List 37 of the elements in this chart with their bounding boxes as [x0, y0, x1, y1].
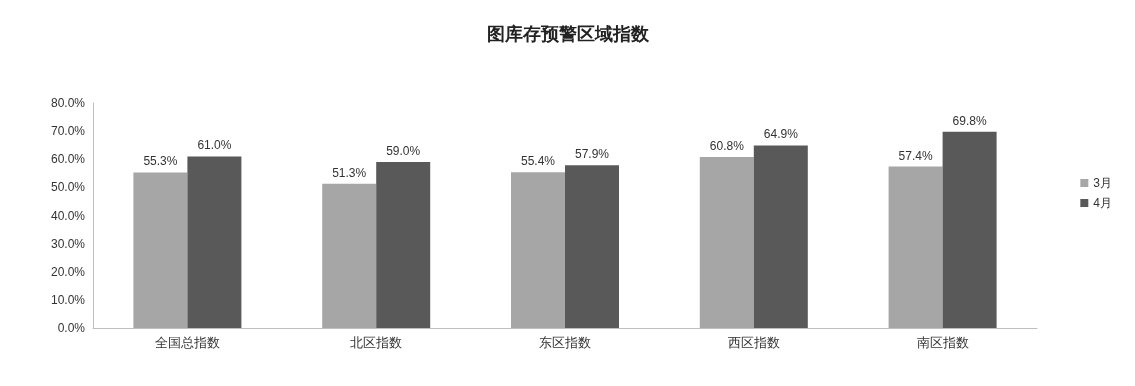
bar	[699, 157, 754, 328]
bar	[511, 172, 565, 328]
x-tick-label: 全国总指数	[154, 335, 220, 350]
bar	[133, 172, 188, 328]
legend-label: 3月	[1093, 176, 1113, 190]
data-label: 51.3%	[332, 165, 367, 180]
data-label: 61.0%	[197, 138, 232, 153]
data-label: 64.9%	[763, 127, 799, 142]
bar	[376, 162, 431, 328]
bar	[565, 165, 619, 328]
x-tick-label: 东区指数	[539, 335, 591, 350]
bar	[753, 145, 808, 328]
bar	[888, 166, 943, 328]
chart-title: 图库存预警区域指数	[486, 24, 650, 44]
y-tick-label: 50.0%	[50, 180, 86, 195]
x-tick-label: 南区指数	[916, 335, 969, 350]
y-tick-label: 40.0%	[50, 208, 86, 223]
y-tick-label: 70.0%	[50, 124, 86, 139]
y-tick-label: 80.0%	[50, 96, 86, 110]
data-label: 55.3%	[143, 154, 178, 169]
bar	[187, 156, 242, 328]
x-tick-label: 北区指数	[350, 335, 403, 350]
data-label: 59.0%	[386, 144, 421, 159]
y-tick-label: 20.0%	[50, 264, 86, 279]
y-tick-label: 0.0%	[57, 321, 86, 335]
data-label: 69.8%	[952, 113, 987, 128]
data-label: 60.8%	[709, 139, 745, 153]
bar	[942, 131, 997, 328]
bar	[322, 183, 377, 328]
data-label: 57.4%	[898, 148, 933, 163]
data-label: 55.4%	[520, 154, 556, 169]
y-tick-label: 60.0%	[50, 152, 86, 167]
y-tick-label: 10.0%	[50, 292, 86, 307]
data-label: 57.9%	[574, 147, 610, 162]
legend-label: 4月	[1093, 196, 1113, 210]
x-tick-label: 西区指数	[727, 335, 780, 350]
y-tick-label: 30.0%	[50, 236, 86, 251]
